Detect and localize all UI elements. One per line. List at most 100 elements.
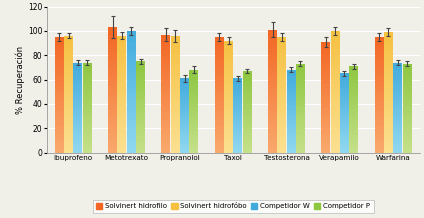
Bar: [233, 80, 243, 81]
Bar: [340, 81, 349, 83]
Bar: [321, 73, 330, 75]
Bar: [83, 138, 92, 140]
Bar: [296, 106, 305, 108]
Bar: [349, 68, 358, 70]
Bar: [171, 113, 180, 115]
Bar: [287, 77, 296, 78]
Bar: [171, 136, 180, 139]
Bar: [127, 109, 136, 111]
Bar: [180, 123, 189, 124]
Bar: [215, 125, 224, 127]
Bar: [384, 121, 393, 124]
Bar: [224, 133, 233, 135]
Bar: [340, 97, 349, 99]
Bar: [340, 88, 349, 89]
Bar: [374, 81, 384, 83]
Bar: [64, 150, 73, 153]
Bar: [296, 126, 305, 128]
Bar: [117, 48, 126, 50]
Bar: [136, 109, 145, 111]
Bar: [83, 142, 92, 144]
Bar: [108, 150, 117, 153]
Bar: [243, 141, 252, 143]
Bar: [64, 68, 73, 71]
Bar: [215, 44, 224, 46]
Bar: [393, 127, 402, 129]
Bar: [55, 134, 64, 136]
Bar: [55, 55, 64, 58]
Bar: [402, 101, 412, 103]
Bar: [55, 67, 64, 69]
Bar: [162, 89, 170, 91]
Bar: [296, 89, 305, 90]
Bar: [374, 99, 384, 102]
Bar: [83, 91, 92, 93]
Bar: [136, 111, 145, 112]
Bar: [402, 138, 412, 140]
Bar: [171, 85, 180, 87]
Bar: [215, 120, 224, 123]
Bar: [73, 140, 83, 142]
Bar: [268, 69, 277, 72]
Bar: [402, 117, 412, 119]
Bar: [224, 94, 233, 97]
Bar: [136, 89, 145, 90]
Bar: [83, 95, 92, 97]
Bar: [83, 68, 92, 70]
Bar: [243, 112, 252, 113]
Bar: [171, 127, 180, 129]
Bar: [171, 80, 180, 82]
Bar: [180, 139, 189, 141]
Bar: [117, 59, 126, 61]
Bar: [268, 108, 277, 111]
Bar: [171, 118, 180, 120]
Bar: [64, 113, 73, 115]
Bar: [321, 146, 330, 148]
Bar: [331, 80, 340, 82]
Bar: [180, 135, 189, 136]
Bar: [55, 95, 64, 97]
Bar: [321, 90, 330, 93]
Bar: [393, 142, 402, 144]
Bar: [162, 101, 170, 103]
Bar: [384, 42, 393, 44]
Bar: [296, 121, 305, 122]
Bar: [277, 102, 286, 104]
Bar: [277, 92, 286, 95]
Bar: [331, 58, 340, 60]
Bar: [224, 47, 233, 49]
Bar: [243, 126, 252, 128]
Bar: [224, 121, 233, 123]
Bar: [83, 120, 92, 122]
Bar: [340, 138, 349, 140]
Bar: [402, 89, 412, 90]
Bar: [277, 106, 286, 109]
Bar: [340, 104, 349, 105]
Bar: [83, 113, 92, 115]
Bar: [136, 100, 145, 102]
Bar: [180, 130, 189, 132]
Bar: [243, 117, 252, 118]
Bar: [180, 101, 189, 102]
Bar: [349, 71, 358, 73]
Bar: [73, 135, 83, 136]
Bar: [162, 105, 170, 108]
Bar: [180, 148, 189, 150]
Bar: [136, 122, 145, 123]
Bar: [243, 140, 252, 141]
Bar: [374, 123, 384, 125]
Bar: [277, 69, 286, 72]
Bar: [117, 146, 126, 148]
Bar: [331, 116, 340, 119]
Bar: [162, 129, 170, 131]
Bar: [233, 108, 243, 109]
Bar: [136, 78, 145, 80]
Bar: [83, 131, 92, 133]
Bar: [296, 124, 305, 126]
Bar: [243, 91, 252, 92]
Bar: [268, 128, 277, 130]
Bar: [321, 97, 330, 99]
Bar: [224, 77, 233, 79]
Bar: [64, 45, 73, 48]
Bar: [287, 70, 296, 72]
